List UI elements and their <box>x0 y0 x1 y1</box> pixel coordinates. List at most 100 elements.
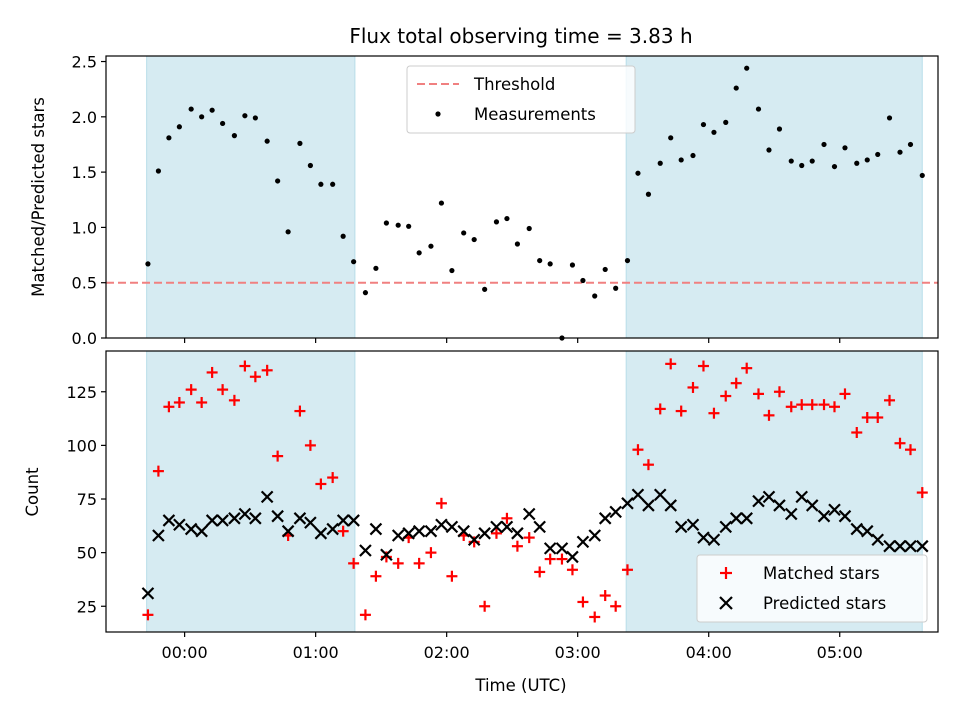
measurement-point <box>723 119 729 125</box>
bottom-x-ticks: 00:00 01:00 02:00 03:00 04:00 05:00 <box>162 632 863 662</box>
matched-star-point <box>272 450 284 462</box>
matched-star-point <box>359 609 371 621</box>
matched-star-point <box>152 465 164 477</box>
matched-star-point <box>828 401 840 413</box>
bottom-y-ticks: 25 50 75 100 125 <box>66 383 106 616</box>
measurement-point <box>482 286 488 292</box>
predicted-star-point <box>729 512 743 525</box>
y-tick-label: 2.5 <box>72 53 97 72</box>
predicted-star-point <box>707 533 721 547</box>
predicted-star-point <box>162 514 176 527</box>
matched-star-point <box>763 409 775 421</box>
bottom-legend: Matched stars Predicted stars <box>696 554 928 623</box>
measurement-point <box>919 172 925 179</box>
measurement-point <box>176 124 182 130</box>
measurement-point <box>318 181 324 187</box>
measurement-point <box>592 293 598 299</box>
x-tick-label: 05:00 <box>817 643 863 662</box>
predicted-star-point <box>697 531 710 544</box>
measurement-point <box>166 135 172 141</box>
predicted-star-point <box>533 520 546 534</box>
predicted-star-point <box>686 518 700 532</box>
top-y-ticks: 0.0 0.5 1.0 1.5 2.0 2.5 <box>72 53 106 348</box>
x-tick-label: 01:00 <box>293 643 339 662</box>
matched-star-point <box>642 459 654 471</box>
bottom-panel: 25 50 75 100 125 00:00 01:00 02:00 03:00 04:00 05… <box>23 350 939 695</box>
matched-star-point <box>665 358 677 370</box>
measurement-point <box>471 236 477 243</box>
x-axis-label: Time (UTC) <box>474 676 566 695</box>
predicted-star-point <box>238 507 252 521</box>
predicted-star-point <box>752 494 765 508</box>
measurement-point <box>897 149 903 155</box>
measurement-point <box>799 162 805 169</box>
predicted-star-point <box>674 520 688 534</box>
predicted-star-point <box>293 512 307 525</box>
predicted-star-point <box>141 587 155 600</box>
predicted-star-point <box>773 499 786 512</box>
x-tick-label: 00:00 <box>162 643 208 662</box>
measurement-point <box>493 219 500 225</box>
matched-star-point <box>687 381 699 393</box>
measurement-point <box>264 138 270 144</box>
predicted-star-point <box>304 516 317 529</box>
measurement-point <box>613 285 619 291</box>
matched-star-point <box>304 439 316 451</box>
predicted-star-point <box>904 539 917 553</box>
matched-star-point <box>675 405 687 417</box>
measurement-point <box>668 135 674 141</box>
measurement-point <box>821 141 827 148</box>
x-tick-label: 03:00 <box>555 643 601 662</box>
y-tick-label: 0.0 <box>72 329 97 348</box>
top-axes-frame <box>105 55 939 339</box>
top-x-ticks <box>184 338 841 343</box>
matched-star-point <box>327 472 339 484</box>
predicted-star-point <box>805 499 819 512</box>
predicted-star-point <box>871 533 885 547</box>
predicted-star-point <box>893 539 907 553</box>
predicted-star-point <box>795 490 809 504</box>
predicted-star-point <box>740 512 753 525</box>
predicted-star-point <box>828 503 841 517</box>
matched-star-point <box>632 444 644 456</box>
matched-star-point <box>621 564 633 576</box>
matched-star-point <box>806 399 818 411</box>
predicted-star-point <box>817 509 831 523</box>
predicted-star-point <box>152 529 165 542</box>
measurement-point <box>373 265 379 271</box>
measurement-point <box>340 233 346 239</box>
figure-title: Flux total observing time = 3.83 h <box>349 24 692 48</box>
predicted-star-point <box>205 514 219 527</box>
measurement-point <box>875 151 881 158</box>
measurement-point <box>635 170 641 176</box>
matched-star-point <box>163 401 175 413</box>
matched-star-point <box>577 596 589 608</box>
predicted-star-point <box>347 514 360 527</box>
predicted-star-point <box>445 520 459 534</box>
matched-star-point <box>511 540 523 552</box>
measurement-point <box>842 145 848 151</box>
measurement-point <box>580 277 586 284</box>
matched-star-point <box>796 399 808 411</box>
predicted-star-point <box>621 497 634 510</box>
predicted-star-point <box>555 542 569 555</box>
measurement-point <box>809 158 815 164</box>
measurement-point <box>514 241 521 247</box>
matched-star-point <box>894 437 906 449</box>
matched-star-point <box>315 478 327 490</box>
observing-window-1 <box>146 350 356 633</box>
measurement-point <box>275 178 281 184</box>
measurement-point <box>678 157 684 163</box>
predicted-star-point <box>860 524 874 538</box>
matched-star-point <box>435 497 447 509</box>
measurement-point <box>733 85 739 91</box>
top-shaded-intervals <box>146 55 923 339</box>
measurement-point <box>831 163 838 170</box>
predicted-star-point <box>609 505 622 519</box>
matched-star-point <box>720 390 732 402</box>
matched-star-point <box>544 553 556 565</box>
measurement-point <box>395 222 401 228</box>
top-panel: 0.0 0.5 1.0 1.5 2.0 2.5 Matched/Predicted sta… <box>29 53 939 348</box>
matched-star-point <box>916 487 928 499</box>
